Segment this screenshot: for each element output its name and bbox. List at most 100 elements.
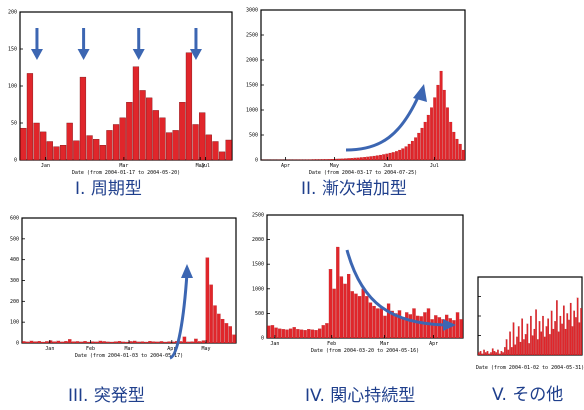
chart-sudden-bar bbox=[164, 342, 167, 343]
chart-periodic-xtick-label: Mar bbox=[119, 163, 128, 169]
chart-sustained-svg: 25002000150010005000Jan Feb Mar AprDate (fr… bbox=[243, 205, 473, 410]
chart-other-frame bbox=[478, 277, 582, 355]
chart-sustained-bar bbox=[318, 329, 321, 338]
chart-sudden-ytick-label: 500 bbox=[10, 236, 19, 242]
chart-other-bar bbox=[516, 337, 518, 355]
chart-other-bar bbox=[506, 339, 508, 355]
chart-gradual-bar bbox=[449, 122, 452, 160]
chart-other-bar bbox=[513, 323, 515, 356]
chart-gradual-bar bbox=[414, 138, 417, 161]
chart-sudden-bar bbox=[95, 342, 98, 343]
chart-gradual-bar bbox=[347, 158, 350, 160]
chart-periodic-caption: I. 周期型 bbox=[75, 181, 142, 198]
chart-periodic-bar bbox=[120, 118, 126, 160]
chart-gradual-bar bbox=[405, 147, 408, 161]
chart-sustained-bar bbox=[304, 330, 307, 338]
chart-sudden-bar bbox=[145, 342, 148, 343]
chart-periodic-ytick-label: 50 bbox=[11, 121, 17, 127]
chart-sustained-date-range: Date (from 2004-03-20 to 2004-05-16) bbox=[311, 348, 419, 354]
chart-gradual: 3000 2500 2000 1500 1000 500 0 Apr May Jun Jul Date… bbox=[243, 0, 473, 200]
chart-sustained-bar bbox=[329, 269, 332, 338]
chart-sustained-xtick-label: Feb bbox=[327, 341, 336, 347]
chart-gradual-bar bbox=[319, 159, 322, 160]
chart-periodic-bar bbox=[67, 123, 73, 160]
chart-gradual-svg: 300025002000150010005000Apr May Jun JulDate… bbox=[243, 0, 473, 200]
chart-sudden-bar bbox=[118, 341, 121, 343]
chart-sustained-bar bbox=[351, 291, 354, 338]
chart-gradual-bar bbox=[443, 90, 446, 160]
chart-other-bar bbox=[580, 308, 582, 355]
chart-sudden-bar bbox=[183, 337, 186, 343]
chart-other-bar bbox=[523, 339, 525, 355]
chart-other-bar bbox=[577, 298, 579, 355]
chart-other-bar bbox=[480, 351, 482, 355]
chart-other-bar bbox=[483, 350, 485, 355]
chart-sudden-bar bbox=[129, 341, 132, 343]
chart-sudden-bar bbox=[72, 342, 75, 343]
chart-sudden-bar bbox=[45, 341, 48, 343]
chart-gradual-bar bbox=[322, 159, 325, 160]
chart-other-bar bbox=[547, 319, 549, 355]
chart-gradual-bar bbox=[395, 151, 398, 160]
chart-sudden-bar bbox=[106, 342, 109, 343]
chart-sustained-bar bbox=[416, 316, 419, 338]
chart-other-bar bbox=[573, 311, 575, 355]
chart-periodic-bar bbox=[140, 90, 146, 160]
chart-sustained-bar bbox=[420, 316, 423, 338]
chart-periodic-bar bbox=[93, 139, 99, 160]
chart-sustained-xtick-label: Mar bbox=[380, 341, 389, 347]
chart-other-bar bbox=[527, 324, 529, 355]
chart-sustained-bar bbox=[423, 312, 426, 338]
chart-other-bar bbox=[511, 347, 513, 355]
chart-other-bar bbox=[553, 329, 555, 355]
chart-gradual-bar bbox=[459, 144, 462, 160]
chart-sudden-bar bbox=[187, 342, 190, 343]
chart-other-bar bbox=[490, 352, 492, 355]
chart-periodic-bar bbox=[160, 118, 166, 160]
chart-gradual-xtick-label: Apr bbox=[281, 163, 290, 169]
chart-other-bar bbox=[508, 350, 510, 355]
chart-sustained-bar bbox=[383, 316, 386, 338]
chart-other-caption: V. その他 bbox=[492, 387, 563, 404]
chart-sudden-bar bbox=[110, 342, 113, 343]
chart-gradual-bar bbox=[433, 98, 436, 161]
chart-gradual-caption: II. 漸次増加型 bbox=[301, 181, 407, 198]
chart-other-bar bbox=[485, 352, 487, 355]
chart-sudden-bar bbox=[125, 342, 128, 343]
chart-gradual-bar bbox=[344, 159, 347, 161]
chart-sudden-bar bbox=[41, 342, 44, 343]
chart-sudden-bar bbox=[76, 341, 79, 343]
chart-periodic-bar bbox=[133, 67, 139, 160]
chart-sudden-ytick-label: 400 bbox=[10, 257, 19, 263]
chart-sudden-bar bbox=[57, 341, 60, 343]
chart-gradual-bar bbox=[411, 141, 414, 160]
chart-periodic-bar bbox=[100, 145, 106, 160]
chart-sustained-bar bbox=[311, 330, 314, 338]
chart-other-bar bbox=[478, 352, 480, 355]
chart-sudden-bar bbox=[30, 341, 33, 343]
chart-periodic-bar bbox=[107, 130, 113, 160]
chart-sustained-bar bbox=[347, 274, 350, 338]
chart-other-bar bbox=[487, 351, 489, 355]
chart-other-bar bbox=[541, 332, 543, 355]
chart-sudden-bar bbox=[232, 335, 235, 343]
chart-gradual-ytick-label: 2500 bbox=[246, 33, 258, 39]
chart-sudden-ytick-label: 100 bbox=[10, 320, 19, 326]
chart-sudden-bar bbox=[167, 342, 170, 343]
chart-gradual-bar bbox=[325, 159, 328, 160]
chart-sudden-bar bbox=[87, 342, 90, 343]
chart-sudden-bar bbox=[209, 285, 212, 343]
chart-gradual-bar bbox=[376, 156, 379, 161]
chart-periodic-bar bbox=[27, 73, 33, 160]
chart-periodic-bar bbox=[193, 124, 199, 160]
chart-sudden-frame bbox=[22, 218, 236, 343]
chart-gradual-bar bbox=[335, 159, 338, 160]
chart-gradual-xtick-label: May bbox=[330, 163, 339, 169]
chart-other-bar bbox=[528, 343, 530, 355]
chart-sustained-bar bbox=[333, 289, 336, 338]
chart-other-date-range: Date (from 2004-01-02 to 2004-05-31) bbox=[476, 365, 584, 371]
chart-sudden-ytick-label: 600 bbox=[10, 216, 19, 222]
chart-other-bar bbox=[554, 321, 556, 355]
chart-periodic-bar bbox=[73, 141, 79, 160]
